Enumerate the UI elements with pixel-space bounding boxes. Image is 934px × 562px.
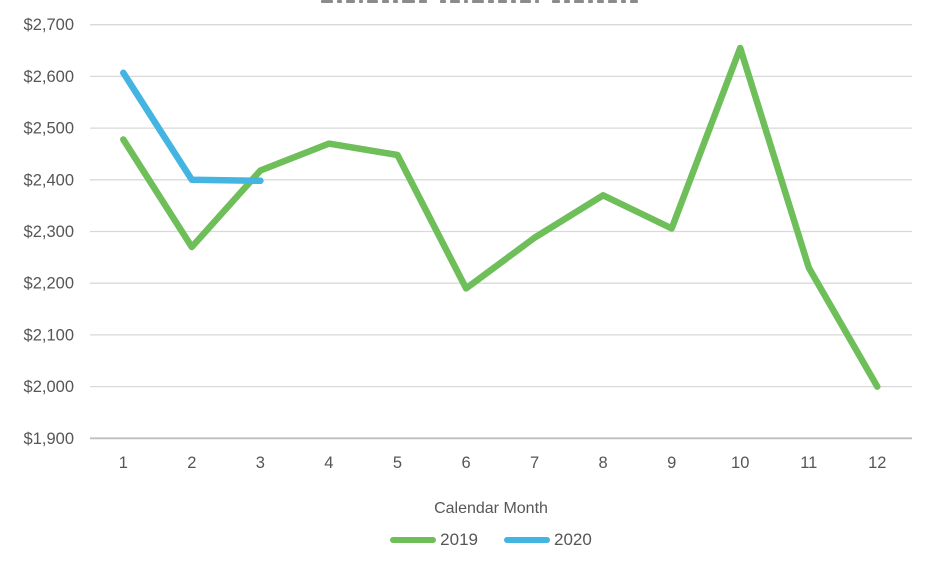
clipped-title-text-fragment <box>367 0 378 3</box>
clipped-title-text-fragment <box>346 0 355 3</box>
series-lines <box>120 44 881 390</box>
legend-label-2020: 2020 <box>554 530 592 549</box>
x-axis-title: Calendar Month <box>434 500 548 517</box>
series-line-2019 <box>120 44 881 390</box>
y-axis-tick-label: $1,900 <box>24 430 74 448</box>
x-axis-tick-label: 12 <box>868 454 886 472</box>
clipped-title-text-fragment <box>511 0 516 3</box>
y-axis-tick-label: $2,100 <box>24 326 74 344</box>
clipped-title-text-fragment <box>393 0 398 3</box>
clipped-title-text-fragment <box>472 0 484 3</box>
clipped-title-text-fragment <box>488 0 494 3</box>
x-axis-tick-label: 11 <box>800 454 817 472</box>
clipped-title-text-fragment <box>402 0 415 3</box>
clipped-title-text-fragment <box>337 0 342 3</box>
x-axis-tick-label: 7 <box>530 454 539 472</box>
x-axis-tick-label: 10 <box>731 454 749 472</box>
y-axis-tick-label: $2,300 <box>24 223 74 241</box>
legend-swatch-2020-icon <box>504 537 550 543</box>
clipped-title-sliver <box>321 0 638 3</box>
clipped-title-text-fragment <box>630 0 638 3</box>
x-axis-tick-labels: 1 2 3 4 5 6 7 8 9 10 11 12 <box>119 454 887 472</box>
clipped-title-text-fragment <box>520 0 531 3</box>
clipped-title-text-fragment <box>552 0 560 3</box>
x-axis-tick-label: 6 <box>462 454 471 472</box>
y-axis-tick-label: $2,500 <box>24 120 74 138</box>
y-axis-tick-label: $2,700 <box>24 16 74 34</box>
y-axis-tick-label: $2,600 <box>24 68 74 86</box>
legend-swatch-2019-icon <box>390 537 437 543</box>
clipped-title-text-fragment <box>597 0 604 3</box>
series-line-2020 <box>120 69 264 185</box>
x-axis-tick-label: 2 <box>187 454 196 472</box>
clipped-title-text-fragment <box>621 0 626 3</box>
clipped-title-text-fragment <box>588 0 593 3</box>
clipped-title-text-fragment <box>382 0 389 3</box>
x-axis-tick-label: 8 <box>599 454 608 472</box>
clipped-title-text-fragment <box>535 0 539 3</box>
clipped-title-text-fragment <box>464 0 468 3</box>
y-axis-tick-label: $2,200 <box>24 275 74 293</box>
y-axis-tick-label: $2,000 <box>24 378 74 396</box>
clipped-title-text-fragment <box>498 0 507 3</box>
legend-item-2019: 2019 <box>390 530 478 550</box>
clipped-title-text-fragment <box>419 0 427 3</box>
y-axis-tick-label: $2,400 <box>24 171 74 189</box>
gridlines <box>90 24 912 440</box>
y-axis-tick-labels: $1,900 $2,000 $2,100 $2,200 $2,300 $2,400 $2,5… <box>24 16 74 448</box>
x-axis-tick-label: 5 <box>393 454 402 472</box>
clipped-title-text-fragment <box>608 0 617 3</box>
clipped-title-text-fragment <box>440 0 446 3</box>
clipped-title-text-fragment <box>321 0 333 3</box>
clipped-title-text-fragment <box>564 0 570 3</box>
clipped-title-text-fragment <box>450 0 460 3</box>
x-axis-tick-label: 3 <box>256 454 265 472</box>
x-axis-tick-label: 9 <box>667 454 676 472</box>
x-axis-tick-label: 1 <box>119 454 128 472</box>
clipped-title-text-fragment <box>574 0 584 3</box>
clipped-title-text-fragment <box>359 0 363 3</box>
legend-label-2019: 2019 <box>440 530 478 549</box>
legend-item-2020: 2020 <box>504 530 592 550</box>
chart-legend: 2019 2020 <box>90 530 892 550</box>
x-axis-tick-label: 4 <box>324 454 333 472</box>
